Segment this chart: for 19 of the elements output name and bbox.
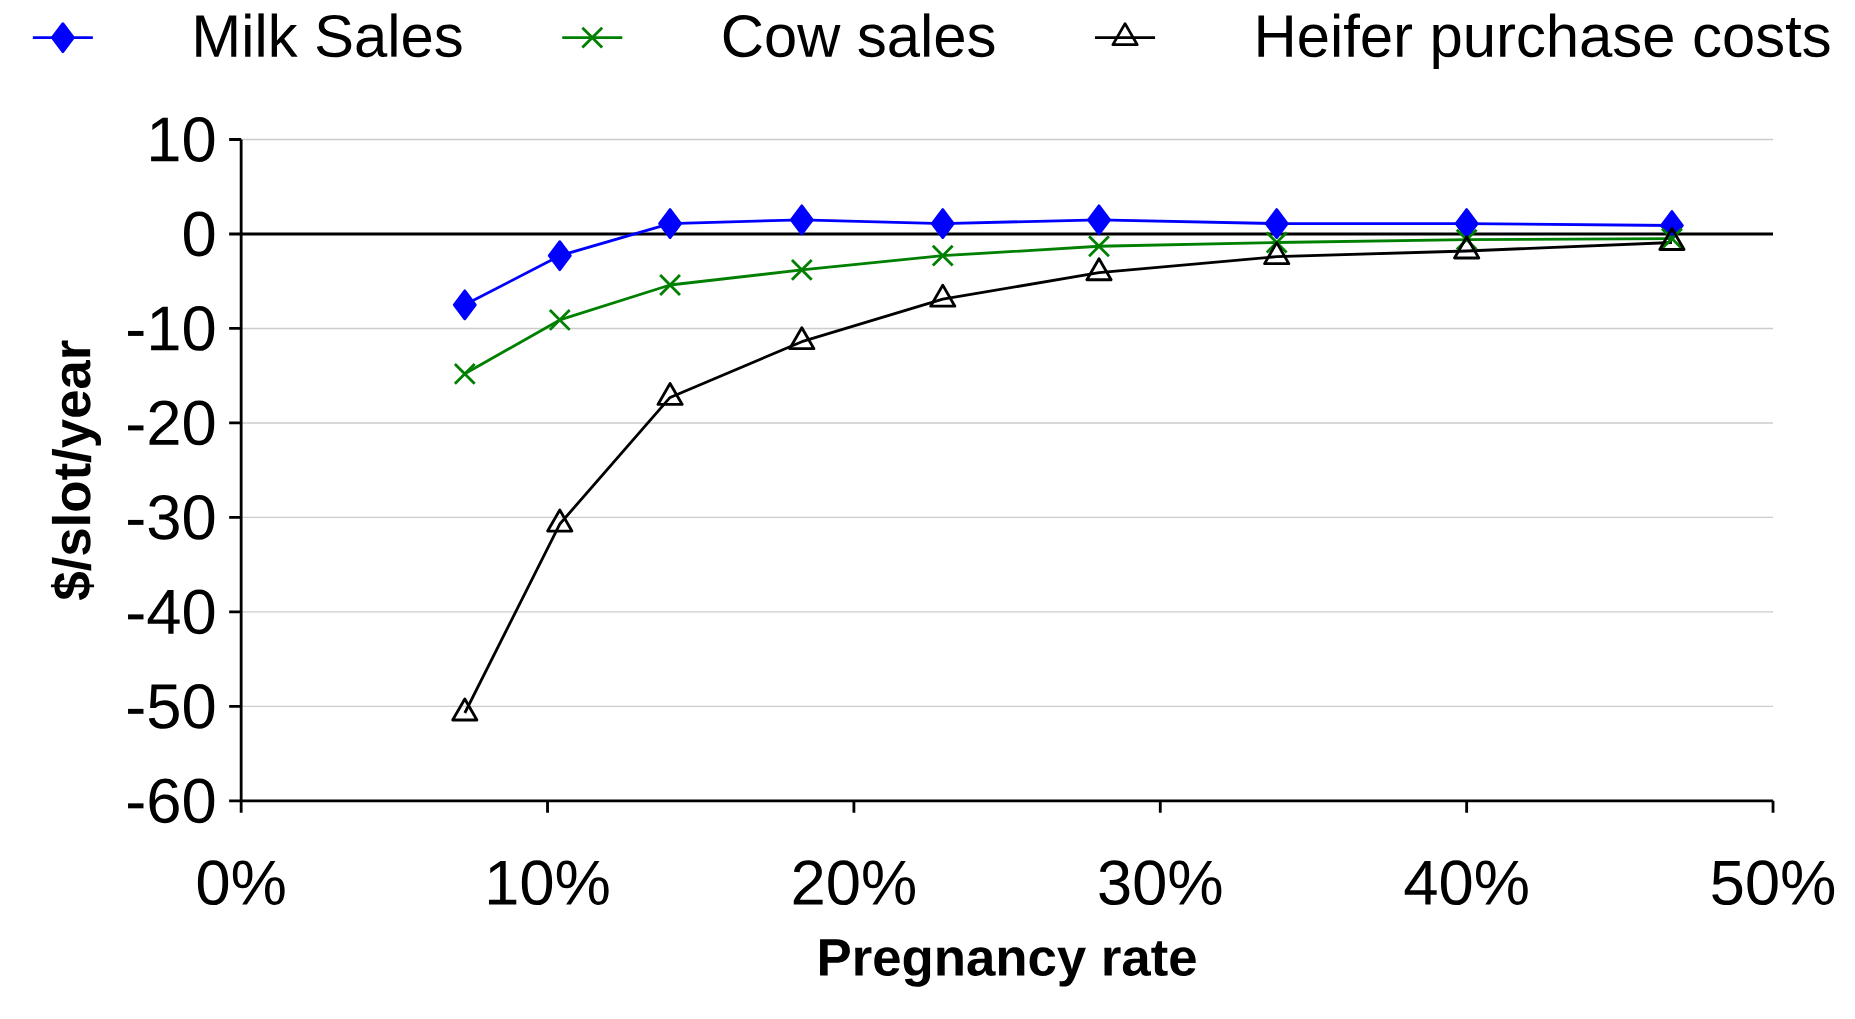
y-tick-label: -30 [128, 494, 215, 540]
y-tick-label: -60 [128, 778, 215, 824]
x-tick-label: 40% [1404, 860, 1528, 906]
x-tick-label: 0% [197, 860, 285, 906]
legend-label: Heifer purchase costs [1258, 13, 1830, 70]
y-tick-label: -10 [128, 306, 215, 351]
legend-label: Milk Sales [196, 13, 462, 58]
x-tick-label: 50% [1712, 860, 1835, 906]
x-axis-title: Pregnancy rate [820, 939, 1196, 987]
y-axis-title: $/slot/year [50, 340, 102, 600]
y-tick-label: -50 [128, 683, 215, 729]
x-tick-label: 10% [488, 860, 609, 906]
legend-label: Cow sales [723, 13, 995, 58]
x-tick-label: 20% [793, 860, 915, 906]
y-tick-label: -20 [128, 400, 215, 446]
x-tick-label: 30% [1099, 860, 1222, 906]
y-tick-label: 0 [183, 211, 215, 257]
y-tick-label: 10 [151, 117, 215, 162]
y-tick-label: -40 [128, 589, 215, 635]
